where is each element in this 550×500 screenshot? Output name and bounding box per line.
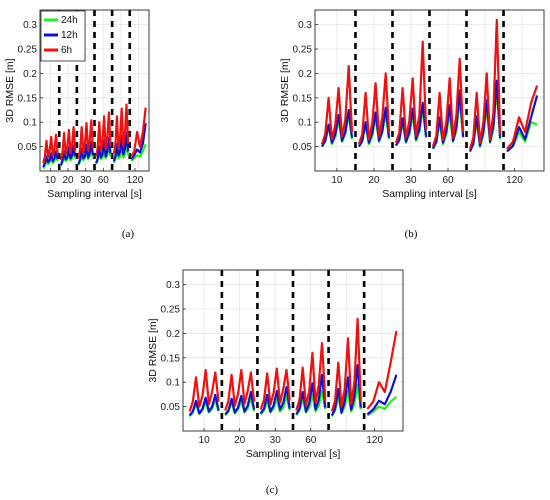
x-tick-label: 120 [127, 175, 144, 186]
series-12h-segment [224, 390, 256, 416]
series-6h-segment [42, 133, 59, 164]
series-6h-segment [95, 111, 112, 157]
plot-area-frame [182, 269, 404, 432]
x-axis-label: Sampling interval [s] [47, 188, 142, 200]
x-tick-label: 10 [331, 175, 343, 186]
series-6h-segment [366, 330, 398, 410]
y-tick-label: 0.1 [298, 118, 312, 129]
x-tick-label: 20 [368, 175, 380, 186]
series-6h-segment [506, 85, 539, 150]
series-6h-segment [130, 107, 147, 157]
x-tick-label: 120 [506, 175, 523, 186]
series-12h-segment [357, 106, 391, 148]
y-tick-label: 0.15 [18, 93, 38, 104]
series-6h-segment [224, 368, 256, 411]
plot-area-frame [314, 9, 545, 172]
series-24h-segment [366, 395, 398, 417]
x-axis-label: Sampling interval [s] [382, 188, 477, 200]
x-tick-label: 120 [366, 435, 383, 446]
chart-panel-2: 0.05 0.1 0.15 0.2 0.25 0.3 10 20 30 60 120 Sampling… [279, 9, 545, 240]
series-6h-segment [188, 368, 220, 412]
series-6h-segment [295, 342, 327, 411]
y-tick-label: 0.05 [161, 402, 181, 413]
legend-label-24h: 24h [61, 15, 78, 26]
x-tick-label: 20 [63, 175, 75, 186]
x-tick-label: 60 [98, 175, 110, 186]
y-tick-label: 0.15 [161, 353, 181, 364]
x-tick-label: 20 [234, 435, 246, 446]
panel-label: (c) [266, 484, 279, 496]
panel-label: (b) [405, 228, 418, 240]
y-axis-label: 3D RMSE [m] [4, 58, 16, 122]
legend-label-12h: 12h [61, 30, 78, 41]
series-12h-segment [130, 123, 147, 160]
x-tick-label: 60 [442, 175, 454, 186]
y-tick-label: 0.05 [18, 142, 38, 153]
series-12h-segment [259, 386, 291, 415]
series-6h-segment [468, 18, 502, 150]
y-tick-label: 0.25 [161, 305, 181, 316]
series-6h-segment [59, 125, 77, 161]
series-12h-segment [366, 374, 398, 416]
series-12h-segment [188, 393, 220, 417]
y-tick-label: 0.1 [166, 378, 180, 389]
x-axis-label: Sampling interval [s] [246, 448, 341, 460]
series-12h-segment [77, 140, 94, 165]
y-tick-label: 0.2 [298, 69, 312, 80]
series-6h-segment [112, 103, 130, 154]
series-6h-segment [320, 64, 354, 145]
series-12h-segment [506, 95, 539, 153]
series-6h-segment [77, 119, 94, 159]
y-tick-label: 0.3 [166, 280, 180, 291]
series-6h-segment [330, 317, 362, 412]
series-12h-segment [295, 373, 327, 415]
plot-area-frame [39, 9, 150, 172]
chart-panel-1: 0.05 0.1 0.15 0.2 0.25 0.3 10 20 30 60 120 Sampling… [4, 9, 150, 240]
series-12h-segment [330, 364, 362, 416]
y-tick-label: 0.2 [166, 329, 180, 340]
y-tick-label: 0.25 [293, 45, 313, 56]
series-12h-segment [42, 150, 59, 168]
y-tick-label: 0.1 [23, 118, 37, 129]
y-axis-label: 3D RMSE [m] [279, 58, 291, 122]
series-6h-segment [259, 367, 291, 410]
y-tick-label: 0.05 [293, 142, 313, 153]
panel-label: (a) [122, 228, 135, 240]
y-tick-label: 0.3 [298, 20, 312, 31]
series-6h-segment [394, 40, 428, 144]
x-tick-label: 60 [305, 435, 317, 446]
chart-panel-3: 0.05 0.1 0.15 0.2 0.25 0.3 10 20 30 60 120 Sampling… [147, 269, 404, 496]
series-12h-segment [59, 144, 77, 166]
x-tick-label: 30 [405, 175, 417, 186]
series-6h-segment [431, 57, 465, 147]
series-12h-segment [394, 101, 428, 147]
legend-label-6h: 6h [61, 45, 72, 56]
y-tick-label: 0.3 [23, 20, 37, 31]
x-tick-label: 10 [45, 175, 57, 186]
series-24h-segment [130, 143, 147, 162]
series-12h-segment [468, 79, 502, 152]
y-tick-label: 0.2 [23, 69, 37, 80]
y-tick-label: 0.25 [18, 45, 38, 56]
series-12h-segment [95, 136, 112, 164]
series-12h-segment [112, 131, 130, 162]
series-12h-segment [431, 89, 465, 150]
x-tick-label: 30 [270, 435, 282, 446]
y-axis-label: 3D RMSE [m] [147, 318, 159, 382]
series-6h-segment [357, 72, 391, 145]
y-tick-label: 0.15 [293, 93, 313, 104]
x-tick-label: 10 [199, 435, 211, 446]
legend: 24h 12h 6h [40, 10, 86, 62]
series-12h-segment [320, 108, 354, 148]
x-tick-label: 30 [80, 175, 92, 186]
